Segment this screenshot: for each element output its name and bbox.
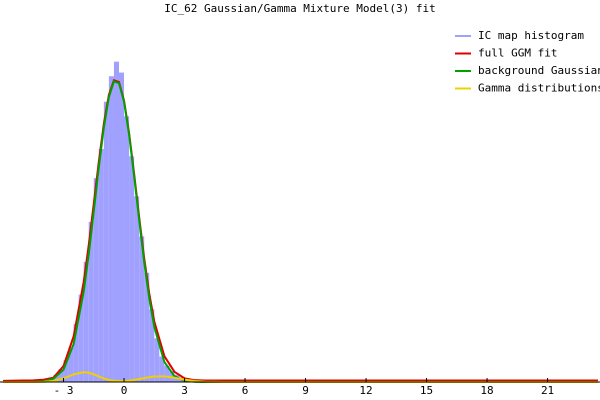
x-tick-label: - 3 [54,384,74,397]
histogram-bar [108,76,114,383]
histogram-bar [113,61,119,383]
histogram-bar [83,261,89,382]
x-tick-label: 6 [242,384,249,397]
x-tick-label: 9 [302,384,309,397]
legend-label: full GGM fit [478,47,557,60]
histogram-bar [68,347,74,382]
histogram-bar [118,72,125,382]
x-tick-label: 3 [181,384,188,397]
histogram-bar [73,323,79,382]
x-tick-label: 0 [121,384,128,397]
histogram-bar [144,272,150,382]
histogram-bar [139,236,145,382]
histogram-bar [58,369,64,382]
histogram-bar [134,196,140,382]
histogram-bar [78,294,84,382]
histogram-bar [159,356,165,382]
histogram-bar [103,101,109,382]
histogram-bar [164,365,170,382]
legend-label: Gamma distributions [478,82,600,95]
histogram-bar [93,178,99,382]
x-tick-label: 12 [359,384,372,397]
histogram-bar [154,338,160,382]
histogram-bar [98,149,104,382]
histogram-bar [149,309,155,382]
legend-label: IC map histogram [478,29,584,42]
histogram-bar [124,116,130,382]
x-tick-label: 15 [420,384,433,397]
histogram-bar [88,221,94,382]
x-tick-label: 21 [541,384,554,397]
histogram-bar [129,156,135,382]
legend-label: background Gaussian [478,64,600,77]
histogram-bar [63,360,69,382]
histogram-bar [53,374,59,382]
chart-title: IC_62 Gaussian/Gamma Mixture Model(3) fi… [164,2,436,15]
x-tick-label: 18 [480,384,493,397]
